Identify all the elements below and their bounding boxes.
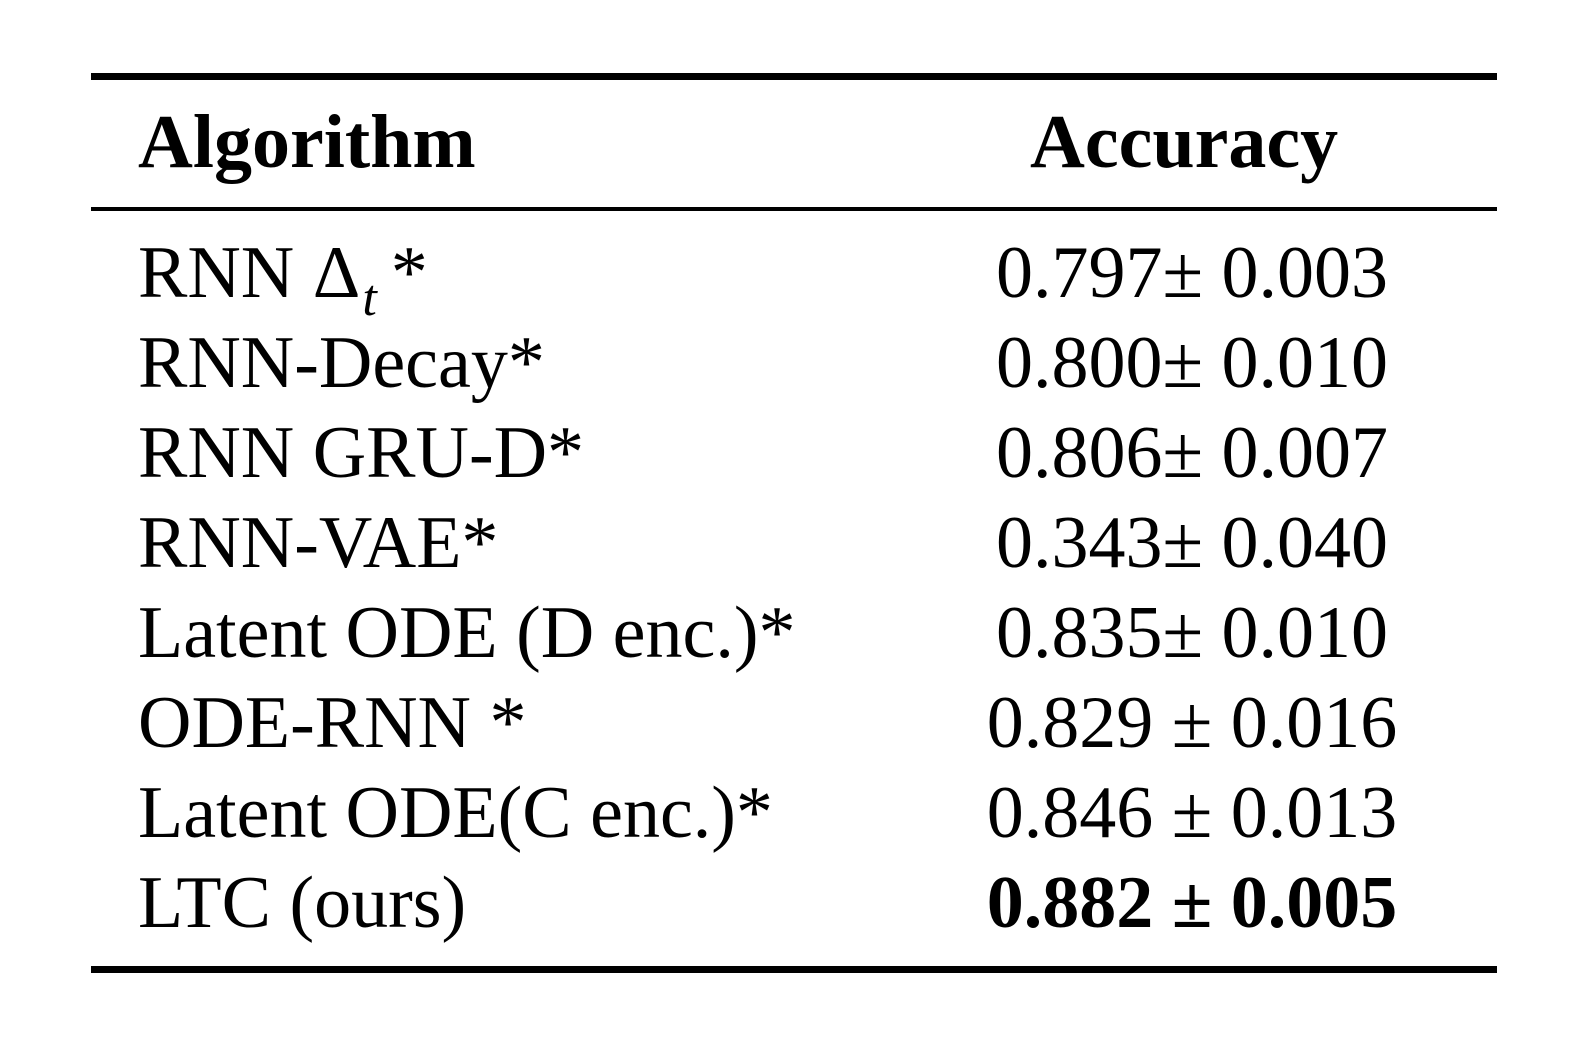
header-accuracy: Accuracy (1030, 100, 1339, 184)
row-algorithm: RNN Δt * (138, 236, 428, 325)
algorithm-subscript: t (362, 270, 377, 327)
row-accuracy: 0.829 ± 0.016 (986, 682, 1398, 764)
row-accuracy: 0.806± 0.007 (995, 412, 1389, 494)
top-rule (91, 73, 1497, 80)
header-rule (91, 207, 1497, 211)
bottom-rule (91, 966, 1497, 973)
row-algorithm: RNN GRU-D* (138, 412, 585, 494)
row-algorithm: LTC (ours) (138, 862, 467, 944)
row-accuracy: 0.846 ± 0.013 (986, 772, 1398, 854)
row-accuracy: 0.343± 0.040 (995, 502, 1389, 584)
row-accuracy: 0.835± 0.010 (995, 592, 1389, 674)
header-algorithm: Algorithm (138, 100, 476, 184)
row-algorithm: RNN-Decay* (138, 322, 545, 404)
row-algorithm: ODE-RNN * (138, 682, 527, 764)
row-algorithm: Latent ODE(C enc.)* (138, 772, 773, 854)
row-algorithm: Latent ODE (D enc.)* (138, 592, 796, 674)
row-accuracy: 0.800± 0.010 (995, 322, 1389, 404)
row-algorithm: RNN-VAE* (138, 502, 499, 584)
algorithm-name: RNN Δ (138, 232, 361, 314)
row-accuracy: 0.797± 0.003 (995, 232, 1389, 314)
row-accuracy-best: 0.882 ± 0.005 (986, 862, 1398, 944)
algorithm-suffix: * (390, 232, 428, 314)
